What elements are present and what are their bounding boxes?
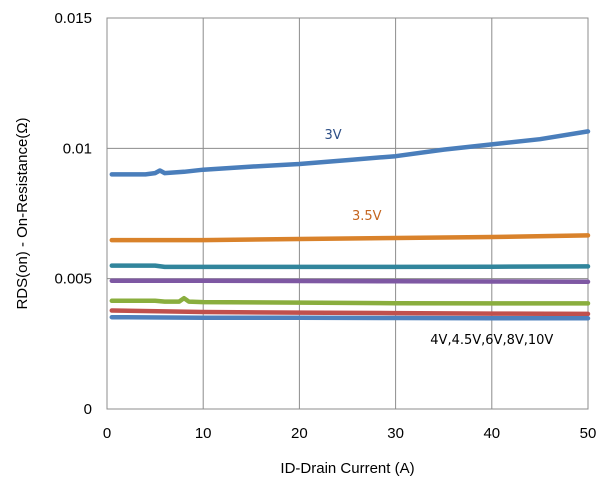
x-axis-title: ID-Drain Current (A) [280,460,414,477]
plot-frame [106,17,589,410]
x-tick-label: 40 [483,425,500,442]
series-annotation: 4V,4.5V,6V,8V,10V [430,333,553,348]
series-layer [109,129,591,321]
series-line-6 [109,308,591,317]
series-annotation: 3.5V [352,209,382,224]
plot-border [106,17,589,410]
x-tick-label: 20 [291,425,308,442]
x-tick-label: 0 [103,425,111,442]
annotations: 3V 3.5V 4V,4.5V,6V,8V,10V [324,128,553,348]
series-line-7 [109,314,591,321]
series-line-1 [109,129,591,177]
y-tick-label: 0.005 [54,271,92,288]
series-annotation: 3V [324,128,341,143]
x-tick-label: 50 [580,425,597,442]
grid [106,17,589,410]
series-line-3 [109,263,591,270]
x-tick-label: 30 [387,425,404,442]
y-tick-label: 0.01 [63,140,92,157]
x-tick-labels: 0 10 20 30 40 50 [103,425,597,442]
series-line-2 [109,233,591,243]
x-tick-label: 10 [195,425,212,442]
y-tick-labels: 0 0.005 0.01 0.015 [54,10,92,418]
y-tick-label: 0.015 [54,10,92,27]
y-tick-label: 0 [84,401,92,418]
series-line-5 [109,295,591,306]
y-axis-title: RDS(on) - On-Resistance(Ω) [14,117,31,309]
series-line-4 [109,278,591,285]
